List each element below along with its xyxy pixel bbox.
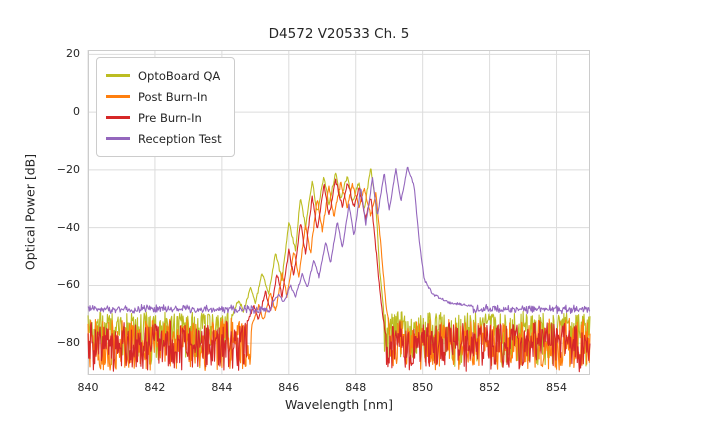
x-tick-label: 850 [412, 381, 434, 394]
series-line-pre-burn-in [87, 178, 591, 373]
x-tick-label: 846 [278, 381, 300, 394]
y-tick-label: −80 [56, 336, 80, 350]
x-tick-label: 852 [479, 381, 501, 394]
legend-label-reception-test: Reception Test [138, 131, 222, 146]
x-tick-label: 844 [211, 381, 233, 394]
legend-label-pre-burn-in: Pre Burn-In [138, 110, 202, 125]
legend-item-pre-burn-in: Pre Burn-In [106, 107, 222, 128]
legend: OptoBoard QA Post Burn-In Pre Burn-In Recep… [96, 57, 235, 157]
legend-item-post-burn-in: Post Burn-In [106, 86, 222, 107]
x-tick-label: 840 [77, 381, 99, 394]
y-tick-label: −40 [56, 220, 80, 234]
chart-title: D4572 V20533 Ch. 5 [268, 26, 410, 42]
y-axis-label: Optical Power [dB] [22, 153, 38, 271]
y-tick-label: −60 [56, 278, 80, 292]
plot-area [87, 50, 591, 375]
legend-swatch-post-burn-in [106, 95, 130, 98]
y-tick-label: 20 [66, 47, 80, 61]
y-tick-label: −20 [56, 162, 80, 176]
series-line-reception-test [87, 166, 591, 315]
y-tick-label: 0 [73, 105, 80, 119]
x-axis-label: Wavelength [nm] [285, 397, 393, 412]
legend-swatch-pre-burn-in [106, 116, 130, 119]
legend-swatch-reception-test [106, 137, 130, 140]
legend-label-optoboard-qa: OptoBoard QA [138, 68, 221, 83]
legend-item-reception-test: Reception Test [106, 128, 222, 149]
x-tick-label: 854 [546, 381, 568, 394]
legend-swatch-optoboard-qa [106, 74, 130, 77]
x-tick-label: 842 [144, 381, 166, 394]
legend-item-optoboard-qa: OptoBoard QA [106, 65, 222, 86]
x-tick-label: 848 [345, 381, 367, 394]
legend-label-post-burn-in: Post Burn-In [138, 89, 208, 104]
plot-frame [88, 50, 590, 375]
